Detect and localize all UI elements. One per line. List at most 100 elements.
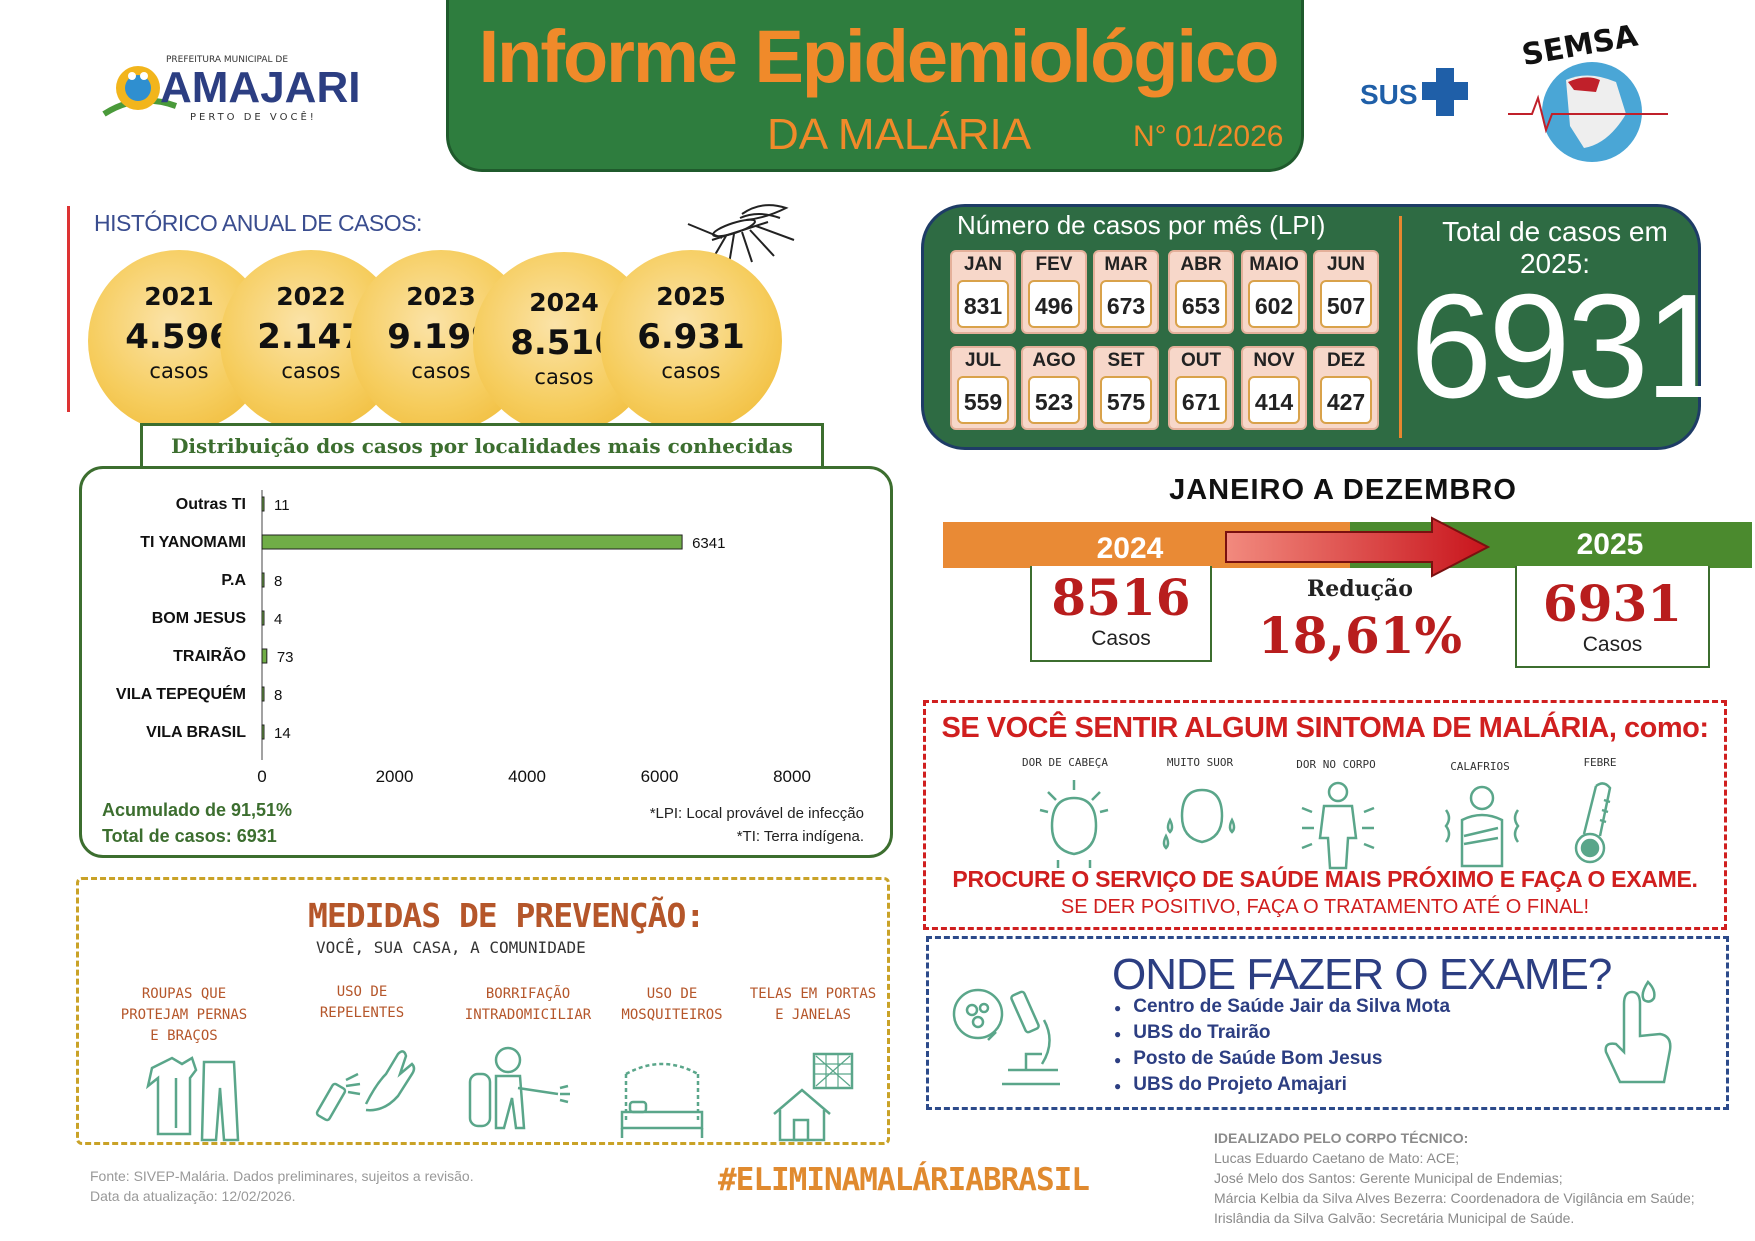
bar <box>261 648 268 664</box>
month-value: 523 <box>1028 376 1080 424</box>
finger-drop-icon <box>1594 978 1684 1090</box>
category-label: VILA TEPEQUÉM <box>116 684 246 703</box>
page-subtitle: DA MALÁRIA <box>767 110 1032 159</box>
bullet-icon: ● <box>1114 1079 1122 1093</box>
bubble-unit: casos <box>661 359 721 383</box>
ti-footnote: *TI: Terra indígena. <box>736 828 864 845</box>
prevention-item-repellent: USO DE REPELENTES <box>282 982 442 1024</box>
prevention-item-label: USO DE <box>336 984 388 1000</box>
history-title: HISTÓRICO ANUAL DE CASOS: <box>94 210 422 236</box>
category-label: TRAIRÃO <box>173 645 246 665</box>
sus-logo: SUS <box>1358 62 1480 120</box>
bubble-unit: casos <box>281 359 341 383</box>
prevention-subtitle: VOCÊ, SUA CASA, A COMUNIDADE <box>316 938 586 957</box>
prevention-title: MEDIDAS DE PREVENÇÃO: <box>308 896 705 935</box>
clothes-icon <box>138 1048 248 1148</box>
month-name: MAIO <box>1249 254 1299 275</box>
source-text: Fonte: SIVEP-Malária. Dados preliminares… <box>90 1168 474 1184</box>
treatment-text: SE DER POSITIVO, FAÇA O TRATAMENTO ATÉ O… <box>1060 896 1590 918</box>
total-2025-value: 6931 <box>1410 264 1727 429</box>
prevention-item-label: REPELENTES <box>319 1005 405 1021</box>
month-value: 671 <box>1175 376 1227 424</box>
data-label: 73 <box>277 649 294 666</box>
bubble-unit: casos <box>534 365 594 389</box>
panel-divider <box>1399 216 1402 438</box>
bullet-icon: ● <box>1114 1053 1122 1067</box>
lpi-footnote: *LPI: Local provável de infecção <box>649 805 864 822</box>
bullet-icon: ● <box>1114 1001 1122 1015</box>
prevention-item-spraying: BORRIFAÇÃO INTRADOMICILIAR <box>438 984 618 1026</box>
month-value: 653 <box>1175 280 1227 328</box>
arrow-right-icon <box>1224 516 1492 578</box>
symptom-body-pain: DOR NO CORPO <box>1276 758 1396 771</box>
bubble-year: 2021 <box>144 282 214 311</box>
bar <box>261 534 683 550</box>
tick-label: 6000 <box>641 767 679 786</box>
month-card-jan: JAN 831 <box>950 250 1016 334</box>
symptoms-panel <box>923 700 1727 930</box>
month-name: MAR <box>1104 254 1148 275</box>
month-card-jul: JUL 559 <box>950 346 1016 430</box>
bar <box>261 686 265 702</box>
bubble-year: 2024 <box>529 288 599 317</box>
month-name: NOV <box>1253 350 1295 371</box>
credits-title: IDEALIZADO PELO CORPO TÉCNICO: <box>1214 1130 1469 1146</box>
tick-label: 4000 <box>508 767 546 786</box>
symptoms-title: SE VOCÊ SENTIR ALGUM SINTOMA DE MALÁRIA,… <box>941 712 1709 744</box>
microscope-icon <box>948 980 1072 1100</box>
data-label: 6341 <box>692 535 725 552</box>
month-card-ago: AGO 523 <box>1021 346 1087 430</box>
bullet-icon: ● <box>1114 1027 1122 1041</box>
exam-location-name: UBS do Trairão <box>1133 1022 1271 1043</box>
month-card-jun: JUN 507 <box>1313 250 1379 334</box>
prevention-item-label: E BRAÇOS <box>150 1028 218 1044</box>
prevention-panel <box>76 877 890 1145</box>
page-title: Informe Epidemiológico <box>478 15 1280 98</box>
cases-2025-unit: Casos <box>1582 633 1643 656</box>
tick-label: 8000 <box>773 767 811 786</box>
cases-2024-unit: Casos <box>1091 627 1151 650</box>
category-label: VILA BRASIL <box>146 724 246 741</box>
update-date-text: Data da atualização: 12/02/2026. <box>90 1188 296 1204</box>
bubble-value: 6.931 <box>637 317 745 357</box>
month-value: 507 <box>1320 280 1372 328</box>
sprayer-icon <box>462 1038 572 1138</box>
month-value: 427 <box>1320 376 1372 424</box>
category-label: Outras TI <box>176 496 246 513</box>
bar <box>261 610 265 626</box>
bubble-value: 2.147 <box>257 317 365 357</box>
symptom-headache: DOR DE CABEÇA <box>1005 756 1125 769</box>
bar <box>261 496 265 512</box>
month-card-maio: MAIO 602 <box>1241 250 1307 334</box>
month-value: 414 <box>1248 376 1300 424</box>
month-value: 602 <box>1248 280 1300 328</box>
total-cases-text: Total de casos: 6931 <box>102 826 277 846</box>
prevention-item-label: INTRADOMICILIAR <box>464 1007 592 1023</box>
month-card-nov: NOV 414 <box>1241 346 1307 430</box>
reduction-label: Redução <box>1307 576 1413 602</box>
month-value: 673 <box>1100 280 1152 328</box>
exam-location-item: ● UBS do Trairão <box>1114 1022 1271 1044</box>
bubble-year: 2023 <box>406 282 476 311</box>
semsa-logo: SEMSA <box>1508 18 1668 168</box>
exam-locations-title: ONDE FAZER O EXAME? <box>1112 950 1612 999</box>
data-label: 14 <box>274 725 291 742</box>
data-label: 8 <box>274 573 282 590</box>
exam-location-name: Posto de Saúde Bom Jesus <box>1133 1048 1383 1069</box>
credit-line: Márcia Kelbia da Silva Alves Bezerra: Co… <box>1214 1190 1695 1206</box>
prevention-item-label: PROTEJAM PERNAS <box>120 1007 248 1023</box>
credit-line: Lucas Eduardo Caetano de Mato: ACE; <box>1214 1150 1460 1166</box>
exam-location-name: UBS do Projeto Amajari <box>1133 1074 1347 1095</box>
category-label: P.A <box>221 572 246 589</box>
month-card-out: OUT 671 <box>1168 346 1234 430</box>
month-name: JUN <box>1326 254 1365 275</box>
history-bubble-2021: 2021 4.596 casos <box>88 250 270 432</box>
month-name: JAN <box>963 254 1002 275</box>
repellent-icon <box>312 1034 422 1134</box>
bubble-year: 2022 <box>276 282 346 311</box>
cases-2025-value: 6931 <box>1542 574 1683 633</box>
seek-care-text: PROCURE O SERVIÇO DE SAÚDE MAIS PRÓXIMO … <box>952 866 1698 892</box>
tick-label: 2000 <box>376 767 414 786</box>
reduction-value: 18,61% <box>1257 606 1463 665</box>
sus-text: SUS <box>1360 79 1418 110</box>
